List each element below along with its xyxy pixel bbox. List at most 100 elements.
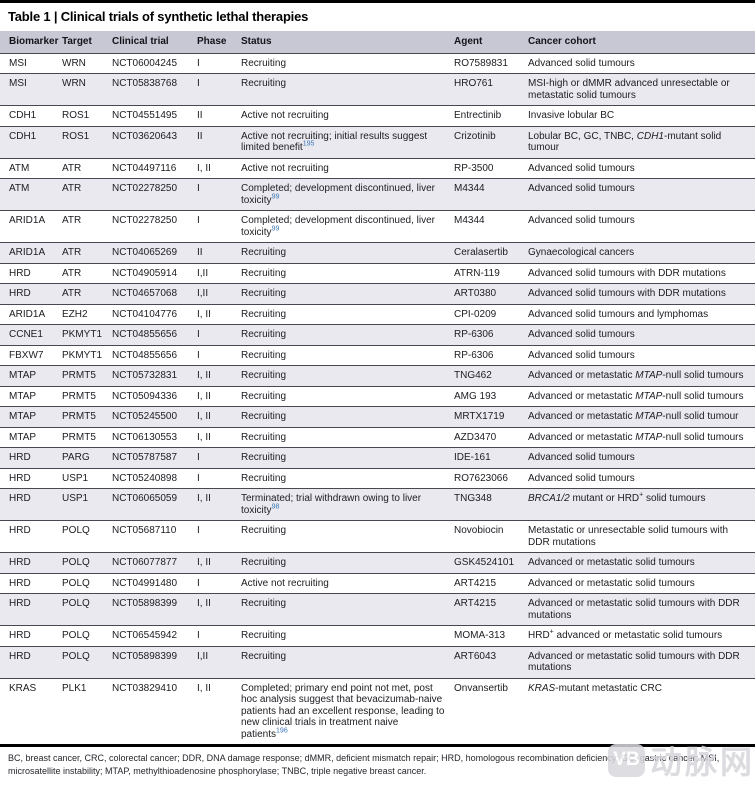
cell-cohort: Metastatic or unresectable solid tumours… <box>528 520 755 553</box>
cell-cohort: HRD+ advanced or metastatic solid tumour… <box>528 625 755 646</box>
reference-link[interactable]: 98 <box>271 503 280 511</box>
col-header-cohort: Cancer cohort <box>528 31 755 53</box>
cell-target: EZH2 <box>62 303 112 325</box>
cell-status: Recruiting <box>241 242 454 263</box>
reference-link[interactable]: 99 <box>271 193 280 201</box>
cell-biomarker: MTAP <box>0 365 62 386</box>
reference-link[interactable]: 196 <box>276 727 288 735</box>
cell-biomarker: HRD <box>0 447 62 468</box>
cell-status: Active not recruiting <box>241 572 454 594</box>
cell-trial: NCT04551495 <box>112 105 197 126</box>
cell-phase: I,II <box>197 645 241 678</box>
cell-biomarker: CCNE1 <box>0 324 62 345</box>
cell-agent: RO7623066 <box>454 467 528 489</box>
cell-agent: ART4215 <box>454 593 528 626</box>
cell-agent: IDE-161 <box>454 447 528 468</box>
cell-biomarker: ATM <box>0 157 62 179</box>
cell-phase: I, II <box>197 157 241 179</box>
gene-name: MTAP <box>635 370 663 381</box>
cell-biomarker: HRD <box>0 283 62 304</box>
table-row: CDH1 ROS1 NCT03620643 II Active not recruiti… <box>0 125 755 158</box>
cell-target: PLK1 <box>62 677 112 744</box>
cell-biomarker: HRD <box>0 572 62 594</box>
table-row: ARID1A ATR NCT04065269 II Recruiting Ceralase… <box>0 242 755 263</box>
cell-status: Recruiting <box>241 324 454 345</box>
cell-cohort: Advanced solid tumours <box>528 157 755 179</box>
cell-phase: I <box>197 210 241 243</box>
clinical-trials-table: Biomarker Target Clinical trial Phase St… <box>0 31 755 744</box>
cell-phase: I <box>197 572 241 594</box>
cell-biomarker: ARID1A <box>0 242 62 263</box>
cell-target: USP1 <box>62 488 112 521</box>
cell-cohort: Gynaecological cancers <box>528 242 755 263</box>
cell-phase: I <box>197 447 241 468</box>
cell-trial: NCT05898399 <box>112 645 197 678</box>
cell-trial: NCT04855656 <box>112 344 197 366</box>
table-body: MSI WRN NCT06004245 I Recruiting RO7589831 Adv… <box>0 52 755 744</box>
cell-agent: HRO761 <box>454 73 528 106</box>
cell-target: ATR <box>62 178 112 211</box>
table-row: KRAS PLK1 NCT03829410 I, II Completed; prima… <box>0 677 755 744</box>
cell-target: USP1 <box>62 467 112 489</box>
gene-name: MTAP <box>635 411 663 422</box>
cell-cohort: Advanced solid tumours <box>528 467 755 489</box>
cell-target: POLQ <box>62 625 112 646</box>
cell-cohort: Advanced or metastatic solid tumours wit… <box>528 593 755 626</box>
cell-trial: NCT05687110 <box>112 520 197 553</box>
cell-phase: I, II <box>197 426 241 448</box>
cell-agent: M4344 <box>454 178 528 211</box>
cell-trial: NCT04855656 <box>112 324 197 345</box>
cell-trial: NCT05094336 <box>112 385 197 407</box>
gene-name: BRCA1/2 <box>528 493 570 504</box>
table-row: HRD POLQ NCT06545942 I Recruiting MOMA-313 HRD… <box>0 625 755 646</box>
cell-biomarker: MSI <box>0 73 62 106</box>
cell-phase: I, II <box>197 385 241 407</box>
col-header-target: Target <box>62 31 112 53</box>
cell-status: Recruiting <box>241 593 454 626</box>
cell-agent: RP-6306 <box>454 344 528 366</box>
cell-agent: ART6043 <box>454 645 528 678</box>
cell-phase: I, II <box>197 365 241 386</box>
cell-status: Active not recruiting; initial results s… <box>241 125 454 158</box>
cell-target: ROS1 <box>62 125 112 158</box>
cell-agent: RP-6306 <box>454 324 528 345</box>
cell-target: POLQ <box>62 520 112 553</box>
cell-target: ATR <box>62 157 112 179</box>
table-row: MTAP PRMT5 NCT05245500 I, II Recruiting MRTX1… <box>0 406 755 427</box>
cell-target: POLQ <box>62 645 112 678</box>
cell-biomarker: HRD <box>0 467 62 489</box>
cell-target: WRN <box>62 52 112 74</box>
table-row: MSI WRN NCT06004245 I Recruiting RO7589831 Adv… <box>0 52 755 74</box>
cell-agent: TNG462 <box>454 365 528 386</box>
cell-status: Recruiting <box>241 467 454 489</box>
cell-phase: I, II <box>197 488 241 521</box>
superscript: + <box>549 628 554 636</box>
bottom-border-rule <box>0 744 755 747</box>
table-row: HRD POLQ NCT04991480 I Active not recruiting… <box>0 572 755 594</box>
cell-status: Recruiting <box>241 303 454 325</box>
reference-link[interactable]: 195 <box>302 140 315 148</box>
col-header-trial: Clinical trial <box>112 31 197 53</box>
cell-biomarker: HRD <box>0 488 62 521</box>
cell-target: PRMT5 <box>62 426 112 448</box>
cell-trial: NCT06130553 <box>112 426 197 448</box>
cell-trial: NCT05838768 <box>112 73 197 106</box>
table-row: FBXW7 PKMYT1 NCT04855656 I Recruiting RP-6306… <box>0 344 755 366</box>
cell-target: POLQ <box>62 572 112 594</box>
cell-agent: AZD3470 <box>454 426 528 448</box>
cell-biomarker: KRAS <box>0 677 62 744</box>
col-header-phase: Phase <box>197 31 241 53</box>
cell-status: Recruiting <box>241 52 454 74</box>
cell-trial: NCT04657068 <box>112 283 197 304</box>
cell-status: Recruiting <box>241 385 454 407</box>
cell-trial: NCT05240898 <box>112 467 197 489</box>
cell-target: WRN <box>62 73 112 106</box>
cell-target: PRMT5 <box>62 385 112 407</box>
cell-status: Recruiting <box>241 520 454 553</box>
cell-phase: I <box>197 520 241 553</box>
table-title: Table 1 | Clinical trials of synthetic l… <box>8 9 309 24</box>
reference-link[interactable]: 99 <box>271 225 280 233</box>
gene-name: MTAP <box>635 390 663 402</box>
cell-agent: MOMA-313 <box>454 625 528 646</box>
